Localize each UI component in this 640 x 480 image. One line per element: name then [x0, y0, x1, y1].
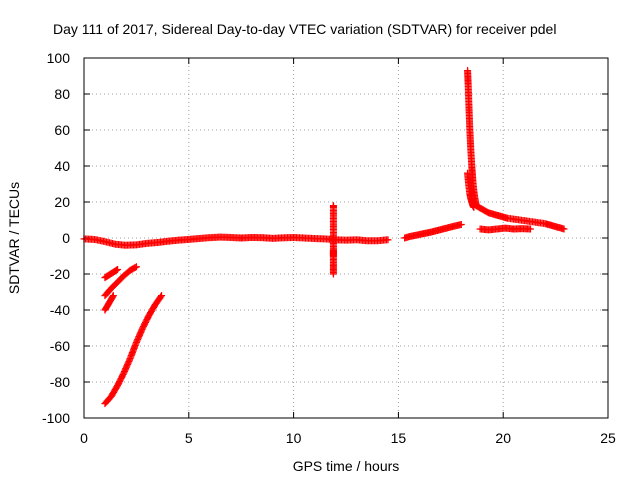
- series-decay-tail: [472, 202, 568, 233]
- grid: [84, 58, 608, 418]
- data-point: [329, 270, 337, 278]
- series-low-tail: [476, 224, 534, 234]
- x-tick-label: 10: [286, 430, 302, 446]
- y-axis-label: SDTVAR / TECUs: [6, 182, 22, 294]
- x-tick-labels: 0 5 10 15 20 25: [80, 430, 616, 446]
- y-tick-label: 60: [54, 122, 70, 138]
- data-point: [132, 263, 140, 271]
- data-point: [131, 264, 139, 272]
- data-point: [560, 225, 568, 233]
- data-points: [80, 67, 568, 408]
- series-dip-arc-long: [101, 292, 166, 408]
- series-dip-arc-steep: [101, 292, 117, 314]
- data-point: [157, 293, 165, 301]
- y-tick-labels: -100 -80 -60 -40 -20 0 20 40 60 80 100: [42, 50, 70, 426]
- series-spikes-12h: [329, 202, 337, 278]
- series-rise-15h: [401, 221, 465, 242]
- x-tick-label: 20: [495, 430, 511, 446]
- data-point: [109, 292, 117, 300]
- data-point: [112, 266, 120, 274]
- y-tick-label: 40: [54, 158, 70, 174]
- data-point: [158, 292, 166, 300]
- y-tick-label: -80: [50, 374, 70, 390]
- x-axis-label: GPS time / hours: [293, 458, 400, 474]
- series-dip-arc-short: [101, 266, 122, 282]
- y-tick-label: -40: [50, 302, 70, 318]
- data-point: [109, 293, 117, 301]
- data-point: [457, 221, 465, 228]
- x-tick-label: 5: [185, 430, 193, 446]
- series-baseline-early: [80, 233, 245, 249]
- series-dip-arc-mid: [101, 263, 140, 300]
- chart-title: Day 111 of 2017, Sidereal Day-to-day VTE…: [53, 21, 556, 37]
- y-tick-label: -20: [50, 266, 70, 282]
- data-point: [526, 225, 534, 233]
- y-tick-label: 20: [54, 194, 70, 210]
- y-tick-label: -60: [50, 338, 70, 354]
- y-tick-label: 80: [54, 86, 70, 102]
- data-point: [114, 266, 122, 273]
- data-point: [384, 236, 392, 244]
- plot-frame: [83, 57, 609, 419]
- y-tick-label: 100: [47, 50, 71, 66]
- y-tick-label: -100: [42, 410, 70, 426]
- x-tick-label: 25: [600, 430, 616, 446]
- x-tick-label: 15: [391, 430, 407, 446]
- series-baseline-mid: [237, 233, 392, 245]
- x-tick-label: 0: [80, 430, 88, 446]
- series-peak-18h-lower: [464, 169, 478, 211]
- y-tick-label: 0: [62, 230, 70, 246]
- series-peak-18h: [464, 67, 480, 208]
